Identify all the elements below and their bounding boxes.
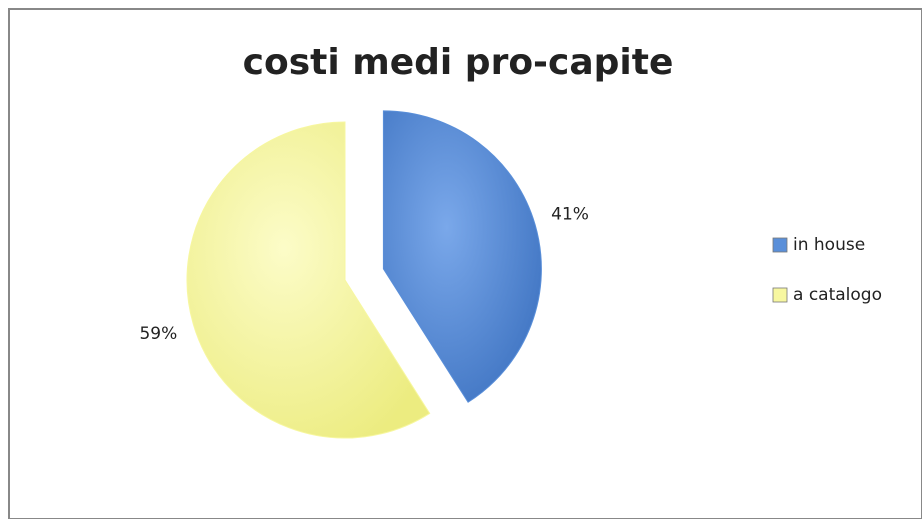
legend-label: in house [793, 235, 865, 255]
data-label: 41% [551, 205, 589, 225]
legend-label: a catalogo [793, 285, 882, 305]
legend-swatch [772, 287, 788, 303]
pie-slice [382, 110, 542, 403]
chart-title: costi medi pro-capite [243, 42, 674, 83]
data-label: 59% [139, 324, 177, 344]
legend-swatch [772, 237, 788, 253]
pie-slice [186, 121, 431, 439]
